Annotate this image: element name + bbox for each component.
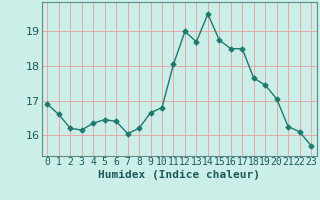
X-axis label: Humidex (Indice chaleur): Humidex (Indice chaleur)	[98, 170, 260, 180]
